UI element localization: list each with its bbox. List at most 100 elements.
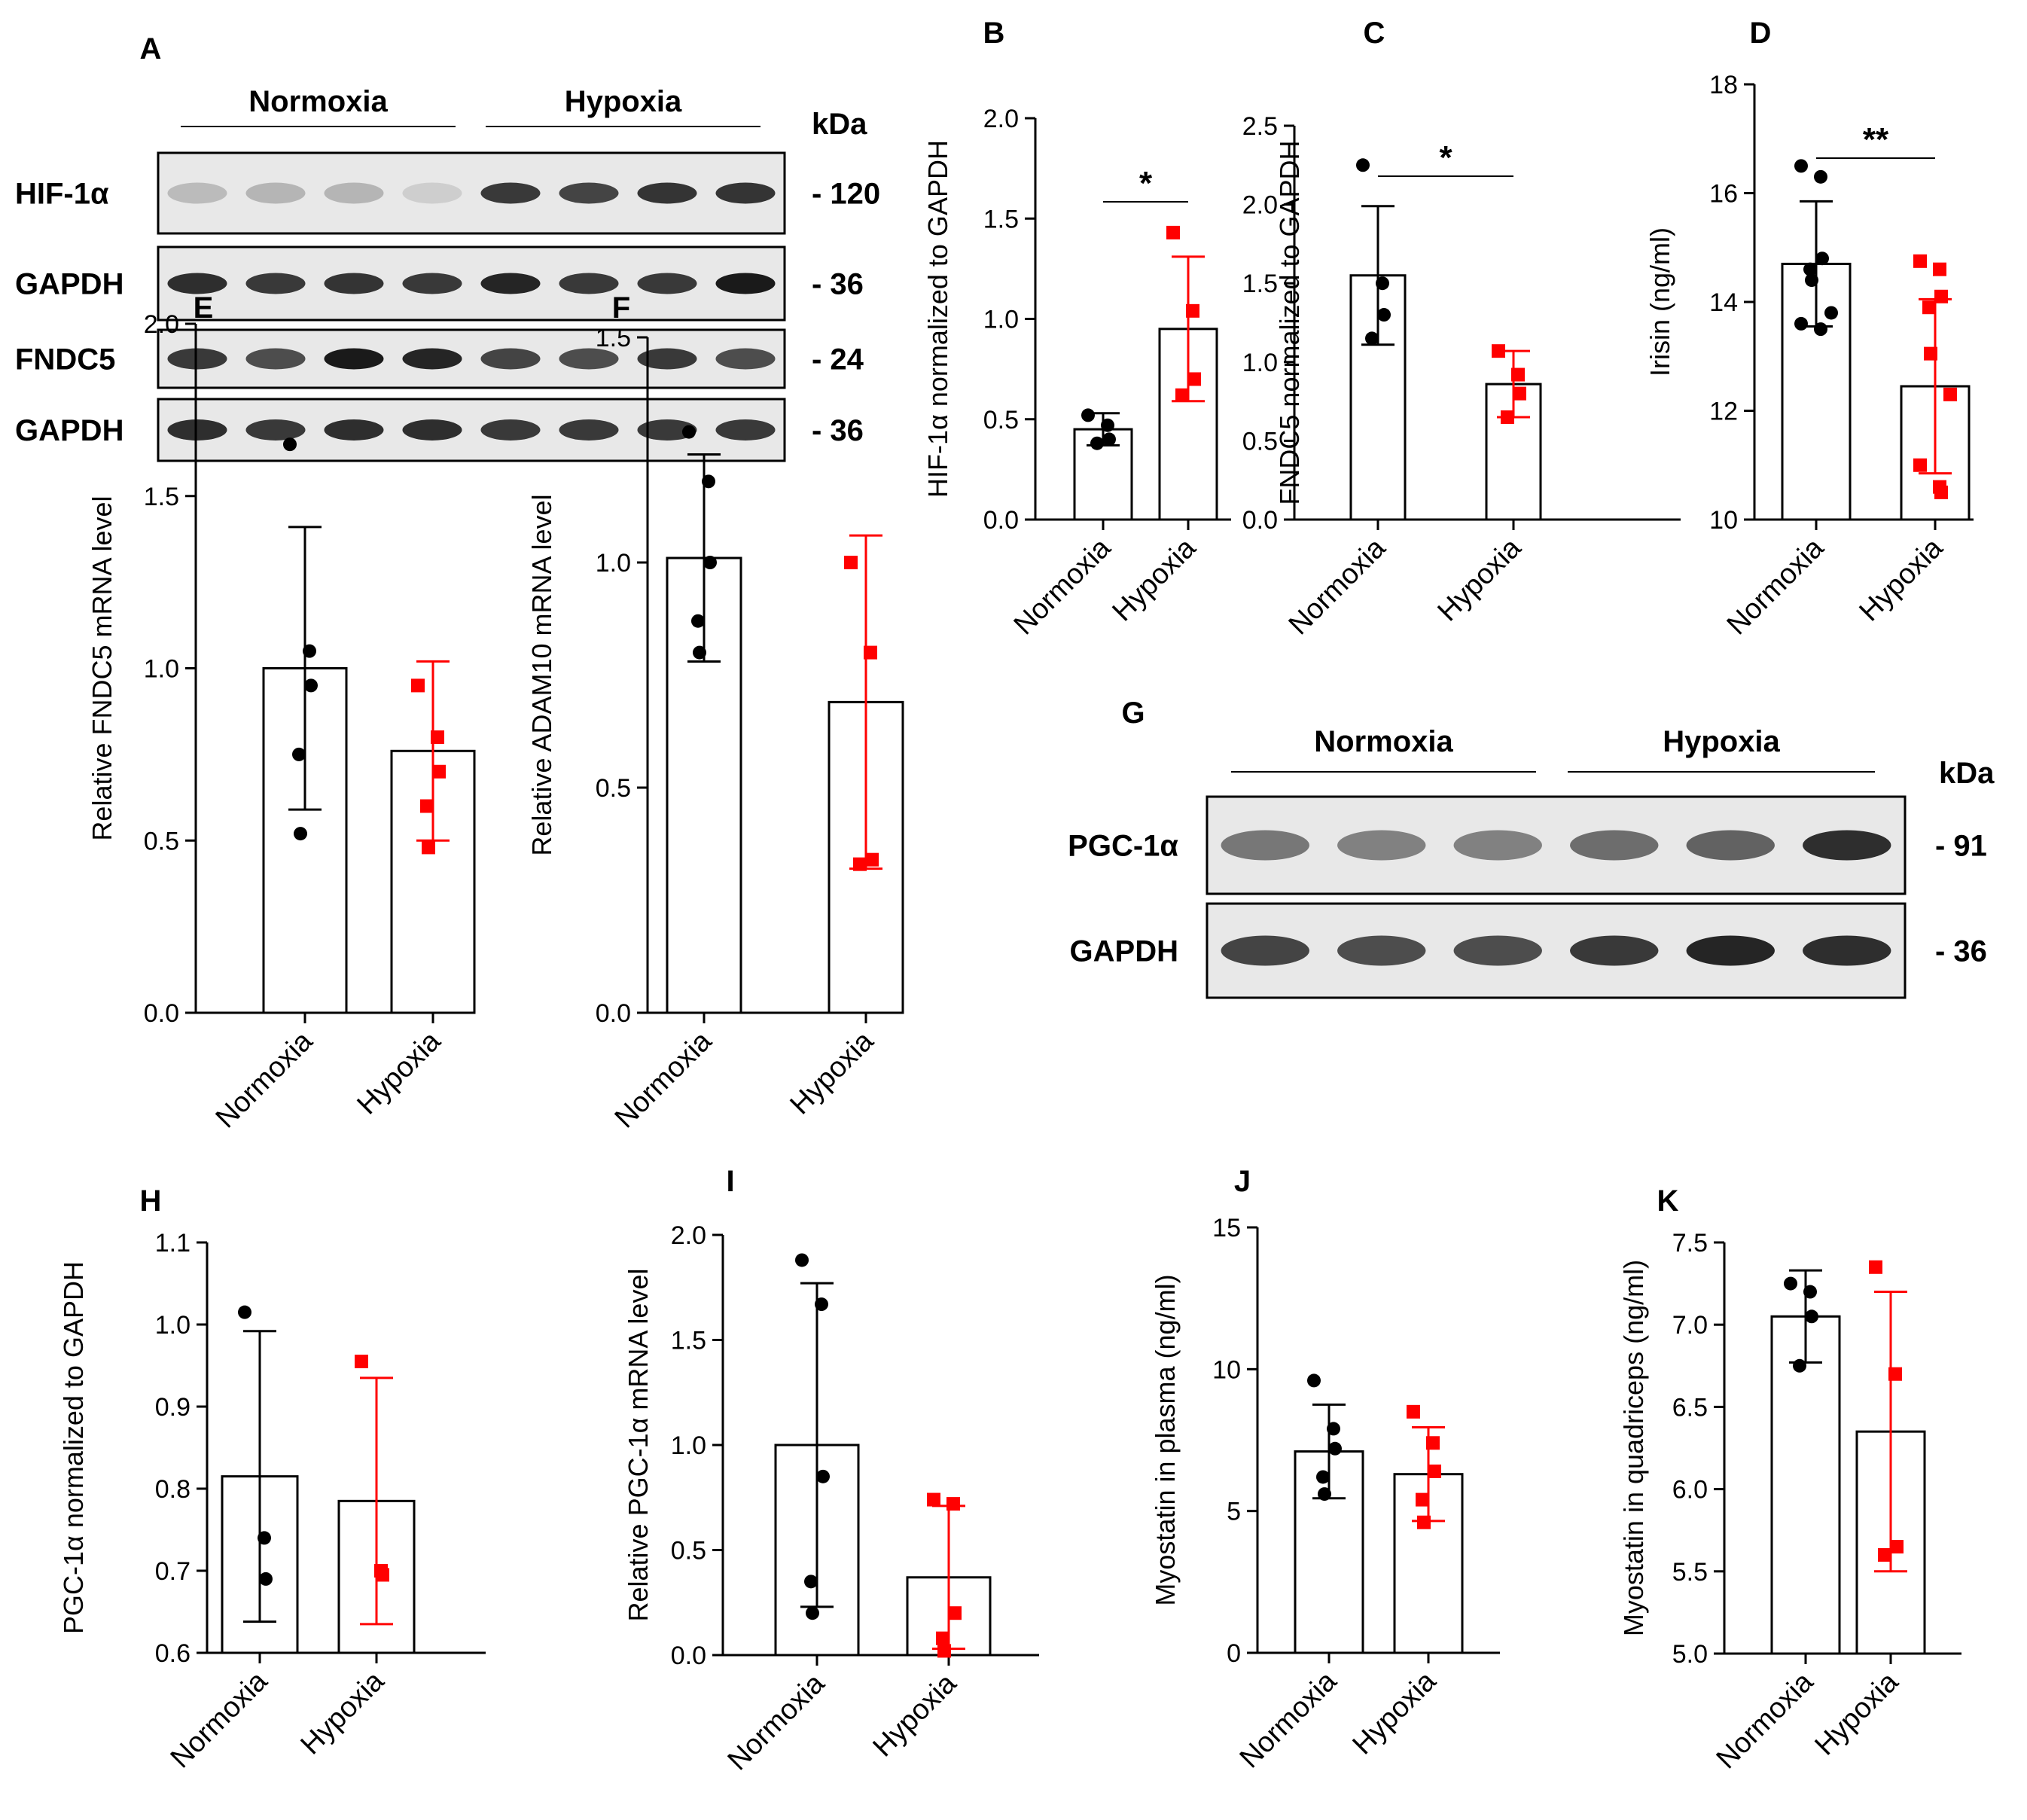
data-point [948, 1606, 962, 1620]
data-point [1814, 169, 1827, 184]
blot-band [167, 419, 227, 441]
y-tick-label: 1.0 [983, 306, 1019, 334]
data-point [303, 644, 316, 658]
data-point [865, 852, 879, 867]
data-point [1318, 1487, 1331, 1501]
data-point [258, 1531, 271, 1545]
y-tick-label: 2.0 [144, 310, 179, 339]
y-tick-label: 1.5 [1242, 270, 1278, 298]
blot-marker-label: - 36 [1935, 935, 1987, 968]
data-point [1890, 1540, 1904, 1554]
blot-band [637, 348, 697, 370]
y-tick-label: 7.0 [1672, 1311, 1708, 1340]
y-axis-title: FNDC5 normalized to GAPDH [1274, 140, 1305, 505]
y-tick-label: 10 [1709, 506, 1738, 535]
y-tick-label: 6.0 [1672, 1476, 1708, 1504]
blot-band [715, 273, 776, 294]
blot-band [245, 273, 306, 294]
data-point [1913, 254, 1927, 268]
data-point [1428, 1464, 1441, 1478]
y-tick-label: 0.0 [983, 506, 1019, 535]
y-tick-label: 0 [1227, 1639, 1241, 1668]
blot-band [402, 273, 462, 294]
data-point [702, 474, 715, 489]
blot-band [559, 348, 619, 370]
data-point [1327, 1422, 1340, 1436]
data-point [1933, 262, 1946, 276]
data-point [936, 1631, 949, 1645]
y-tick-label: 0.6 [155, 1639, 191, 1668]
y-tick-label: 1.0 [144, 655, 179, 684]
data-point [864, 645, 877, 660]
blot-marker-label: - 36 [812, 414, 864, 447]
y-tick-label: 1.0 [155, 1311, 191, 1340]
data-point [259, 1572, 273, 1586]
blot-band [715, 348, 776, 370]
y-tick-label: 0.5 [983, 406, 1019, 434]
data-point [1888, 1367, 1902, 1381]
y-tick-label: 1.0 [596, 549, 631, 578]
western-blot-a: A Normoxia Hypoxia kDa HIF-1α - 120 GAPDH - 36 F… [15, 32, 880, 462]
blot-band [480, 348, 541, 370]
data-point [422, 840, 435, 855]
significance-marker: * [1139, 165, 1153, 202]
blot-band [167, 182, 227, 204]
blot-band [1453, 830, 1542, 861]
data-point [376, 1568, 389, 1582]
data-point [1365, 331, 1379, 346]
y-tick-label: 0.5 [1242, 427, 1278, 456]
panel-letter: K [1657, 1184, 1679, 1218]
y-tick-label: 0.0 [144, 999, 179, 1028]
panel-letter: A [140, 32, 162, 66]
blot-band [480, 273, 541, 294]
data-point [1511, 367, 1525, 382]
y-tick-label: 1.0 [1242, 349, 1278, 377]
data-point [1513, 386, 1526, 401]
blot-band [245, 182, 306, 204]
blot-band [402, 419, 462, 441]
y-tick-label: 0.0 [1242, 506, 1278, 535]
blot-marker-label: - 91 [1935, 830, 1987, 863]
y-axis-title: Myostatin in plasma (ng/ml) [1150, 1274, 1181, 1605]
y-tick-label: 1.5 [144, 483, 179, 511]
data-point [1492, 344, 1505, 358]
panel-letter: E [194, 291, 214, 325]
y-tick-label: 14 [1709, 288, 1738, 317]
y-tick-label: 2.0 [1242, 191, 1278, 220]
blot-band [245, 348, 306, 370]
data-point [1805, 273, 1818, 288]
y-tick-label: 1.1 [155, 1229, 191, 1258]
panel-letter: I [726, 1165, 734, 1198]
panel-letter: F [612, 291, 630, 325]
panel-letter: B [983, 17, 1005, 50]
y-tick-label: 16 [1709, 180, 1738, 209]
data-point [1407, 1404, 1420, 1419]
data-point [1417, 1515, 1431, 1529]
y-tick-label: 0.5 [596, 774, 631, 803]
blot-band [1570, 830, 1659, 861]
blot-band [1337, 830, 1426, 861]
y-tick-label: 1.5 [983, 205, 1019, 233]
data-point [1803, 262, 1817, 276]
y-tick-label: 18 [1709, 71, 1738, 99]
data-point [1805, 1309, 1818, 1324]
data-point [1924, 346, 1937, 361]
y-tick-label: 5 [1227, 1498, 1241, 1526]
data-point [1793, 1358, 1806, 1373]
blot-band [1221, 935, 1309, 966]
blot-row-label: GAPDH [15, 268, 123, 301]
kda-label: kDa [1939, 757, 1995, 790]
data-point [946, 1497, 960, 1511]
data-point [1934, 485, 1948, 499]
panel-letter: D [1750, 17, 1772, 50]
blot-row-label: FNDC5 [15, 343, 115, 376]
data-point [411, 678, 425, 693]
data-point [292, 747, 306, 761]
blot-group-label: Hypoxia [565, 85, 682, 118]
data-point [1922, 300, 1936, 315]
y-tick-label: 2.0 [671, 1221, 706, 1250]
panel-letter: C [1364, 17, 1385, 50]
blot-band [402, 182, 462, 204]
blot-row-label: PGC-1α [1068, 830, 1178, 863]
